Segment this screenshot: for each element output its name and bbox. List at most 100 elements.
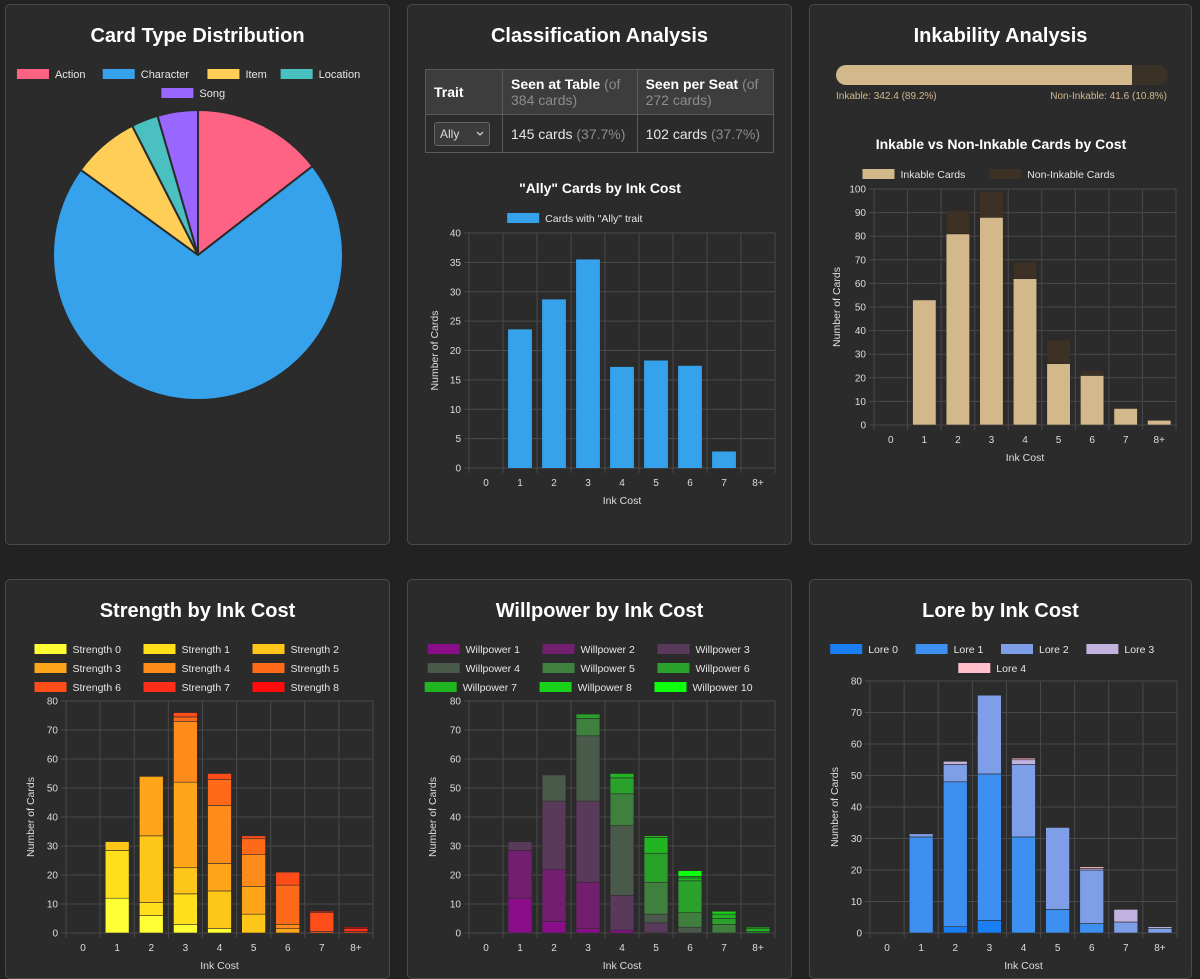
- bar-willpower-10-cost-6[interactable]: [677, 870, 703, 877]
- bar-willpower-4-cost-4[interactable]: [609, 825, 635, 896]
- legend-swatch[interactable]: [280, 69, 313, 79]
- legend-label[interactable]: Lore 2: [1039, 644, 1069, 656]
- bar-strength-3-cost-3[interactable]: [173, 781, 198, 869]
- legend-label[interactable]: Inkable Cards: [901, 169, 966, 181]
- legend-label[interactable]: Item: [245, 69, 266, 81]
- legend-swatch[interactable]: [830, 644, 863, 654]
- bar-inkable-cards-cost-7[interactable]: [1113, 408, 1138, 426]
- legend-label[interactable]: Willpower 1: [466, 644, 520, 656]
- bar-lore-2-cost-3[interactable]: [977, 694, 1002, 775]
- bar-lore-1-cost-2[interactable]: [943, 781, 968, 927]
- bar-cards-with-ally-trait-cost-4[interactable]: [610, 366, 634, 468]
- bar-willpower-2-cost-3[interactable]: [575, 881, 601, 929]
- bar-cards-with-ally-trait-cost-7[interactable]: [712, 451, 736, 468]
- legend-swatch[interactable]: [102, 69, 135, 79]
- bar-non-inkable-cards-cost-4[interactable]: [1012, 261, 1038, 279]
- bar-willpower-6-cost-7[interactable]: [711, 918, 737, 925]
- bar-cards-with-ally-trait-cost-5[interactable]: [644, 360, 668, 468]
- pie-slice-song[interactable]: [156, 108, 199, 256]
- legend-label[interactable]: Character: [141, 69, 190, 81]
- bar-non-inkable-cards-cost-5[interactable]: [1046, 339, 1071, 364]
- bar-non-inkable-cards-cost-2[interactable]: [945, 209, 970, 235]
- legend-label[interactable]: Song: [199, 88, 225, 100]
- bar-lore-3-cost-7[interactable]: [1113, 909, 1139, 923]
- legend-label[interactable]: Strength 4: [182, 663, 231, 675]
- bar-lore-1-cost-1[interactable]: [908, 836, 934, 934]
- bar-strength-6-cost-3[interactable]: [173, 712, 198, 718]
- legend-label[interactable]: Strength 8: [291, 682, 340, 694]
- bar-lore-0-cost-3[interactable]: [977, 920, 1002, 934]
- bar-lore-1-cost-3[interactable]: [977, 773, 1002, 921]
- bar-inkable-cards-cost-2[interactable]: [945, 233, 970, 426]
- legend-swatch[interactable]: [427, 644, 460, 654]
- bar-strength-0-cost-3[interactable]: [173, 923, 198, 934]
- legend-swatch[interactable]: [539, 682, 572, 692]
- bar-lore-2-cost-8+[interactable]: [1147, 927, 1173, 934]
- bar-willpower-4-cost-3[interactable]: [575, 735, 601, 802]
- bar-strength-2-cost-3[interactable]: [173, 867, 198, 895]
- legend-swatch[interactable]: [143, 682, 176, 692]
- bar-strength-1-cost-3[interactable]: [173, 893, 198, 925]
- bar-willpower-1-cost-3[interactable]: [575, 928, 601, 934]
- legend-label[interactable]: Strength 2: [291, 644, 340, 656]
- legend-swatch[interactable]: [424, 682, 457, 692]
- legend-label[interactable]: Willpower 4: [466, 663, 520, 675]
- legend-swatch[interactable]: [958, 663, 991, 673]
- bar-strength-2-cost-5[interactable]: [241, 913, 266, 934]
- trait-select[interactable]: Ally: [434, 121, 490, 146]
- bar-lore-4-cost-4[interactable]: [1011, 757, 1036, 761]
- bar-lore-2-cost-5[interactable]: [1045, 827, 1070, 910]
- bar-willpower-3-cost-1[interactable]: [507, 841, 533, 851]
- legend-swatch[interactable]: [542, 644, 575, 654]
- legend-label[interactable]: Strength 1: [182, 644, 231, 656]
- bar-strength-4-cost-5[interactable]: [241, 854, 266, 887]
- legend-label[interactable]: Willpower 10: [693, 682, 753, 694]
- bar-willpower-4-cost-6[interactable]: [677, 926, 703, 934]
- legend-swatch[interactable]: [542, 663, 575, 673]
- bar-willpower-1-cost-4[interactable]: [609, 929, 635, 934]
- bar-strength-1-cost-1[interactable]: [104, 850, 130, 899]
- bar-willpower-8-cost-8+[interactable]: [745, 926, 771, 929]
- bar-lore-2-cost-4[interactable]: [1011, 764, 1036, 838]
- bar-lore-3-cost-8+[interactable]: [1147, 926, 1173, 929]
- bar-willpower-8-cost-7[interactable]: [711, 910, 737, 915]
- bar-cards-with-ally-trait-cost-6[interactable]: [678, 365, 702, 468]
- legend-label[interactable]: Cards with "Ally" trait: [545, 213, 642, 225]
- legend-label[interactable]: Lore 3: [1124, 644, 1154, 656]
- bar-inkable-cards-cost-5[interactable]: [1046, 363, 1071, 426]
- bar-non-inkable-cards-cost-6[interactable]: [1080, 370, 1105, 376]
- bar-strength-6-cost-4[interactable]: [207, 773, 232, 780]
- bar-willpower-7-cost-8+[interactable]: [745, 928, 771, 932]
- bar-willpower-6-cost-5[interactable]: [643, 852, 669, 883]
- bar-willpower-5-cost-6[interactable]: [677, 912, 703, 928]
- bar-strength-7-cost-7[interactable]: [309, 910, 335, 913]
- bar-lore-4-cost-6[interactable]: [1079, 866, 1104, 869]
- bar-strength-4-cost-6[interactable]: [275, 923, 300, 929]
- legend-swatch[interactable]: [915, 644, 948, 654]
- bar-willpower-7-cost-5[interactable]: [643, 836, 669, 854]
- legend-swatch[interactable]: [143, 644, 176, 654]
- legend-swatch[interactable]: [34, 644, 67, 654]
- bar-lore-2-cost-1[interactable]: [908, 833, 934, 838]
- bar-strength-5-cost-3[interactable]: [173, 716, 198, 722]
- bar-cards-with-ally-trait-cost-3[interactable]: [576, 259, 600, 468]
- bar-willpower-7-cost-7[interactable]: [711, 913, 737, 919]
- pie-slice-action[interactable]: [197, 108, 314, 258]
- bar-strength-6-cost-7[interactable]: [309, 912, 335, 932]
- bar-strength-5-cost-6[interactable]: [275, 884, 300, 925]
- bar-willpower-1-cost-1[interactable]: [507, 897, 533, 934]
- legend-swatch[interactable]: [252, 682, 285, 692]
- bar-willpower-6-cost-4[interactable]: [609, 777, 635, 795]
- bar-lore-3-cost-4[interactable]: [1011, 759, 1036, 765]
- bar-strength-3-cost-5[interactable]: [241, 886, 266, 915]
- legend-swatch[interactable]: [654, 682, 687, 692]
- bar-willpower-8-cost-5[interactable]: [643, 835, 669, 838]
- bar-strength-2-cost-1[interactable]: [104, 841, 130, 851]
- bar-strength-4-cost-3[interactable]: [173, 721, 198, 783]
- legend-swatch[interactable]: [252, 663, 285, 673]
- bar-willpower-1-cost-2[interactable]: [541, 921, 567, 934]
- bar-cards-with-ally-trait-cost-2[interactable]: [542, 299, 566, 468]
- bar-inkable-cards-cost-3[interactable]: [979, 217, 1004, 426]
- bar-inkable-cards-cost-4[interactable]: [1012, 278, 1038, 426]
- bar-strength-4-cost-4[interactable]: [207, 805, 232, 864]
